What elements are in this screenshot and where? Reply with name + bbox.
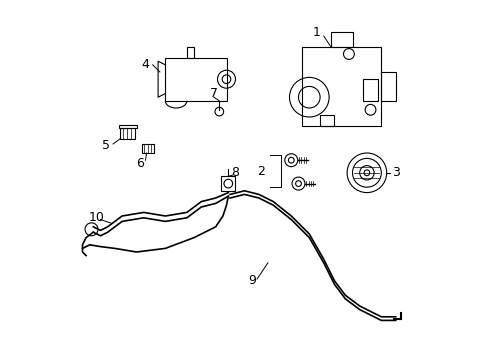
Text: 9: 9 [247,274,255,287]
Bar [302,47,381,126]
Text: 7: 7 [209,87,218,100]
Bar [320,115,334,126]
Bar [330,32,352,47]
Text: 2: 2 [256,165,264,177]
Text: 10: 10 [89,211,104,224]
Bar [120,128,134,139]
Text: 3: 3 [391,166,399,179]
Bar [142,144,154,153]
Text: 5: 5 [102,139,110,152]
Text: 4: 4 [141,58,149,71]
Text: 1: 1 [312,26,320,39]
Bar [221,176,235,191]
Text: 8: 8 [231,166,239,179]
Bar [118,125,136,128]
Text: 6: 6 [136,157,144,170]
Bar [165,58,226,101]
Bar [381,72,395,101]
Bar [363,79,377,101]
Bar [186,47,194,58]
